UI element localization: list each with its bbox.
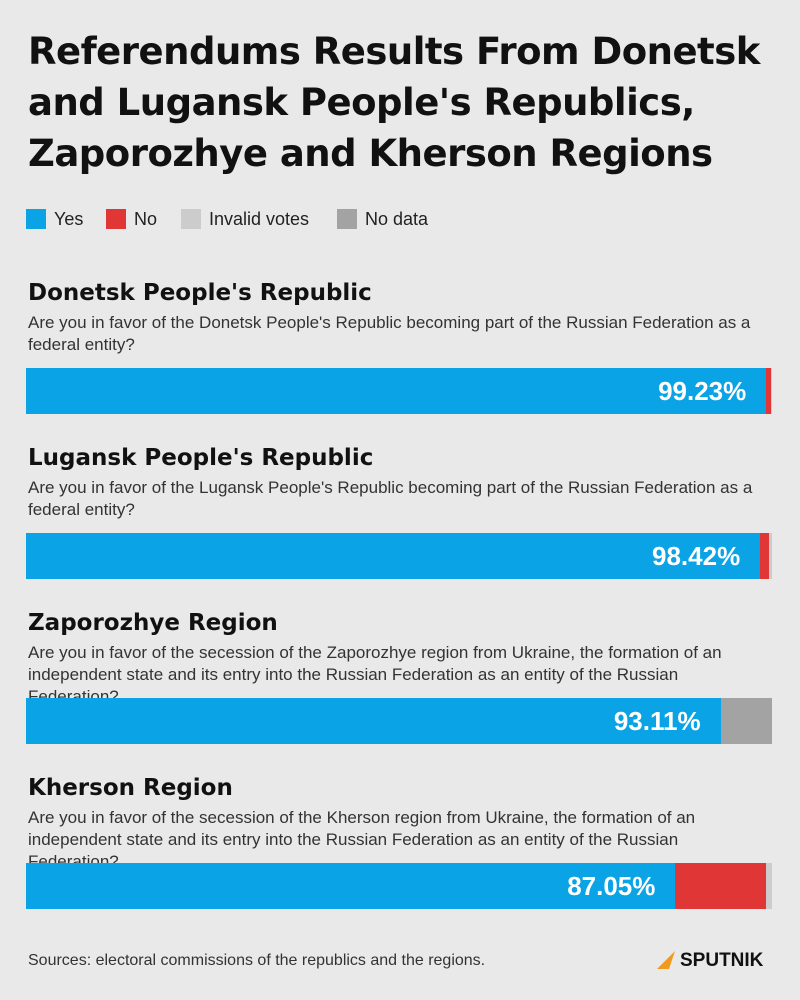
region-title: Kherson Region bbox=[28, 775, 233, 801]
bar-segment bbox=[26, 863, 676, 909]
question: Are you in favor of the secession of the… bbox=[28, 808, 696, 871]
question: Are you in favor of the Lugansk People's… bbox=[28, 478, 753, 519]
value-label: 87.05% bbox=[567, 871, 656, 901]
bar-segment bbox=[26, 533, 761, 579]
legend-label: Invalid votes bbox=[209, 208, 310, 229]
brand: SPUTNIK bbox=[680, 950, 764, 971]
legend-item: Yes bbox=[26, 207, 83, 231]
bar-track: 99.23% bbox=[26, 368, 772, 414]
bar-track: 98.42% bbox=[26, 533, 772, 579]
chart-title: Referendums Results From Donetsk and Lug… bbox=[28, 30, 760, 175]
bar-segment bbox=[26, 368, 767, 414]
value-label: 98.42% bbox=[652, 541, 741, 571]
bar-segment bbox=[770, 368, 772, 414]
legend-label: No data bbox=[365, 208, 429, 229]
value-label: 99.23% bbox=[658, 376, 747, 406]
region-title: Zaporozhye Region bbox=[28, 610, 278, 636]
bar-segment bbox=[769, 533, 772, 579]
bar-segment bbox=[765, 863, 772, 909]
region-title: Lugansk People's Republic bbox=[28, 445, 374, 471]
brand-logo bbox=[657, 951, 675, 969]
legend-swatch bbox=[106, 209, 126, 229]
legend-swatch bbox=[337, 209, 357, 229]
legend-label: No bbox=[134, 208, 158, 229]
legend-item: Invalid votes bbox=[181, 207, 309, 231]
legend-swatch bbox=[181, 209, 201, 229]
value-label: 93.11% bbox=[613, 706, 701, 736]
legend-item: No bbox=[106, 207, 157, 231]
bar-track: 87.05% bbox=[26, 863, 772, 909]
bar-track: 93.11% bbox=[26, 698, 772, 744]
bar-segment bbox=[766, 368, 771, 414]
source-note: Sources: electoral commissions of the re… bbox=[28, 952, 486, 969]
question: Are you in favor of the Donetsk People's… bbox=[28, 313, 751, 354]
bar-segment bbox=[720, 698, 772, 744]
legend-label: Yes bbox=[54, 208, 84, 229]
region-title: Donetsk People's Republic bbox=[28, 280, 372, 306]
bar-segment bbox=[26, 698, 721, 744]
bar-segment bbox=[675, 863, 766, 909]
bar-segment bbox=[760, 533, 770, 579]
legend-item: No data bbox=[337, 207, 428, 231]
legend-swatch bbox=[26, 209, 46, 229]
